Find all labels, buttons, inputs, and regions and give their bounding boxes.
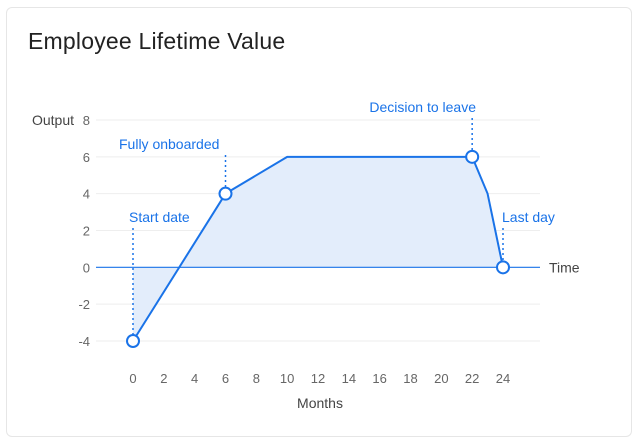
data-point-marker — [126, 334, 140, 348]
data-point-marker — [218, 186, 233, 201]
x-tick-label: 10 — [280, 371, 294, 386]
data-point-marker — [465, 149, 480, 164]
annotation-label: Last day — [502, 209, 555, 225]
x-tick-label: 4 — [191, 371, 198, 386]
series-line — [132, 155, 504, 342]
y-tick-label: -4 — [78, 334, 90, 349]
x-tick-label: 2 — [160, 371, 167, 386]
x-tick-label: 20 — [434, 371, 448, 386]
y-tick-label: -2 — [78, 297, 90, 312]
x-tick-label: 16 — [372, 371, 386, 386]
y-tick-label: 8 — [83, 113, 90, 128]
baseline-label: Time — [549, 259, 580, 275]
chart-title: Employee Lifetime Value — [28, 28, 286, 54]
y-tick-labels: 8 6 4 2 0 -2 -4 — [78, 113, 90, 349]
y-tick-label: 4 — [83, 187, 90, 202]
y-axis-label: Output — [32, 112, 74, 128]
x-tick-label: 14 — [342, 371, 356, 386]
annotation-layer: Start date Fully onboarded Decision to lea… — [119, 99, 555, 341]
annotation-label: Decision to leave — [369, 99, 476, 115]
y-tick-label: 0 — [83, 260, 90, 275]
x-tick-label: 22 — [465, 371, 479, 386]
annotation-label: Fully onboarded — [119, 136, 219, 152]
x-tick-label: 6 — [222, 371, 229, 386]
data-point-marker — [496, 260, 510, 275]
annotation-label: Start date — [129, 209, 190, 225]
marker-layer — [126, 149, 510, 348]
x-axis-label: Months — [297, 395, 343, 411]
y-tick-label: 2 — [83, 224, 90, 239]
x-tick-labels: 0 2 4 6 8 10 12 14 16 18 20 22 24 — [129, 371, 510, 386]
x-tick-label: 0 — [129, 371, 136, 386]
x-tick-label: 8 — [253, 371, 260, 386]
area-fill-layer — [133, 156, 503, 341]
x-tick-label: 12 — [311, 371, 325, 386]
area-fill — [133, 156, 503, 341]
y-tick-label: 6 — [83, 150, 90, 165]
x-tick-label: 24 — [496, 371, 510, 386]
x-tick-label: 18 — [403, 371, 417, 386]
series-line-layer — [132, 155, 504, 342]
